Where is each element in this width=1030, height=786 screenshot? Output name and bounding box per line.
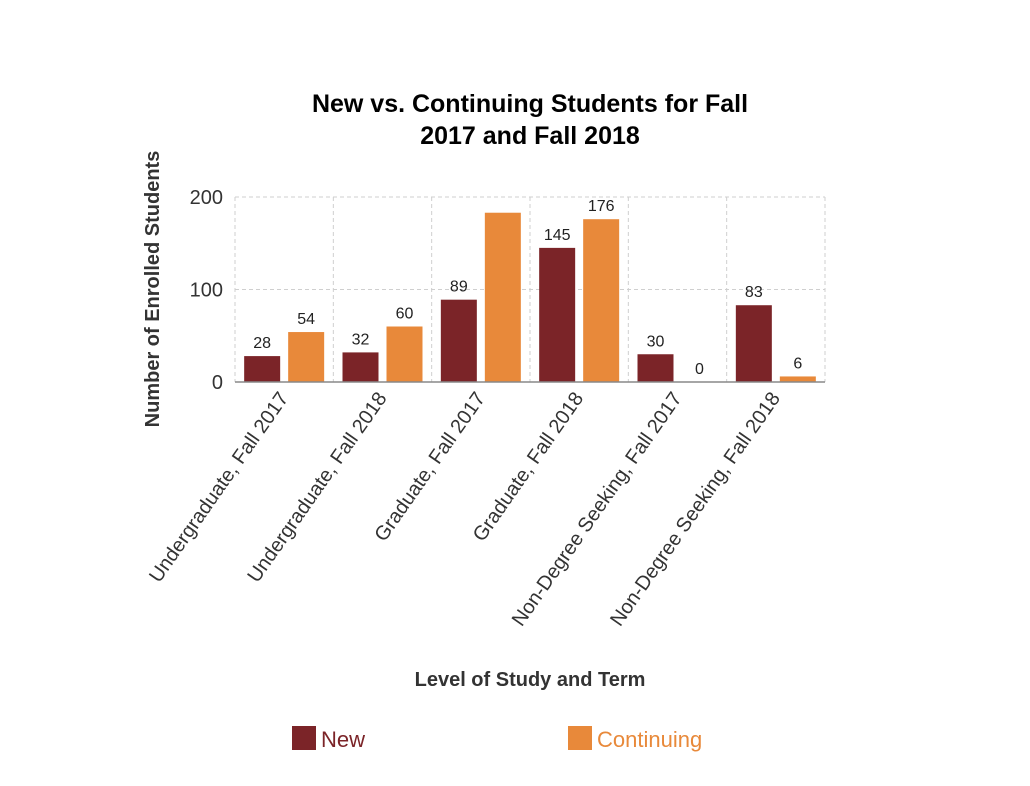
x-tick-label-2: Graduate, Fall 2017 <box>371 388 490 545</box>
bar-continuing-0[interactable] <box>288 332 325 382</box>
bar-continuing-3[interactable] <box>583 219 620 382</box>
y-axis-ticks: 0 100 200 <box>190 187 223 394</box>
data-label-new-3: 145 <box>544 227 571 244</box>
bar-new-3[interactable] <box>539 247 576 382</box>
data-label-new-0: 28 <box>253 335 271 352</box>
bar-new-2[interactable] <box>440 299 477 382</box>
data-label-continuing-4: 0 <box>695 361 704 378</box>
data-label-continuing-5: 6 <box>793 355 802 372</box>
bar-new-4[interactable] <box>637 354 674 382</box>
legend-label-continuing[interactable]: Continuing <box>597 727 702 752</box>
data-label-continuing-0: 54 <box>297 311 315 328</box>
bar-new-0[interactable] <box>244 356 281 382</box>
y-axis-title: Number of Enrolled Students <box>142 151 164 428</box>
data-label-continuing-1: 60 <box>396 306 414 323</box>
x-tick-label-3: Graduate, Fall 2018 <box>469 388 588 545</box>
x-tick-label-4: Non-Degree Seeking, Fall 2017 <box>508 388 687 630</box>
bar-new-1[interactable] <box>342 352 379 382</box>
bars <box>244 212 816 383</box>
data-label-continuing-3: 176 <box>588 198 615 215</box>
y-tick-label-2: 200 <box>190 187 223 209</box>
data-label-new-5: 83 <box>745 284 763 301</box>
data-label-new-2: 89 <box>450 279 468 296</box>
legend-swatch-new[interactable] <box>292 726 316 750</box>
y-tick-label-1: 100 <box>190 280 223 302</box>
data-labels: 28 54 32 60 89 145 176 30 0 83 6 <box>253 198 802 378</box>
legend: New Continuing <box>292 726 702 752</box>
bar-continuing-2[interactable] <box>484 212 521 382</box>
bar-new-5[interactable] <box>735 305 772 382</box>
y-tick-label-0: 0 <box>212 372 223 394</box>
x-tick-label-5: Non-Degree Seeking, Fall 2018 <box>606 388 785 630</box>
legend-swatch-continuing[interactable] <box>568 726 592 750</box>
grid <box>234 196 826 382</box>
legend-label-new[interactable]: New <box>321 727 365 752</box>
data-label-new-1: 32 <box>352 331 370 348</box>
x-axis-title: Level of Study and Term <box>415 669 646 691</box>
chart-title-line-2: 2017 and Fall 2018 <box>420 122 640 150</box>
chart-title-line-1: New vs. Continuing Students for Fall <box>312 90 748 118</box>
bar-continuing-1[interactable] <box>386 326 423 383</box>
data-label-new-4: 30 <box>647 333 665 350</box>
bar-continuing-5[interactable] <box>779 376 816 382</box>
